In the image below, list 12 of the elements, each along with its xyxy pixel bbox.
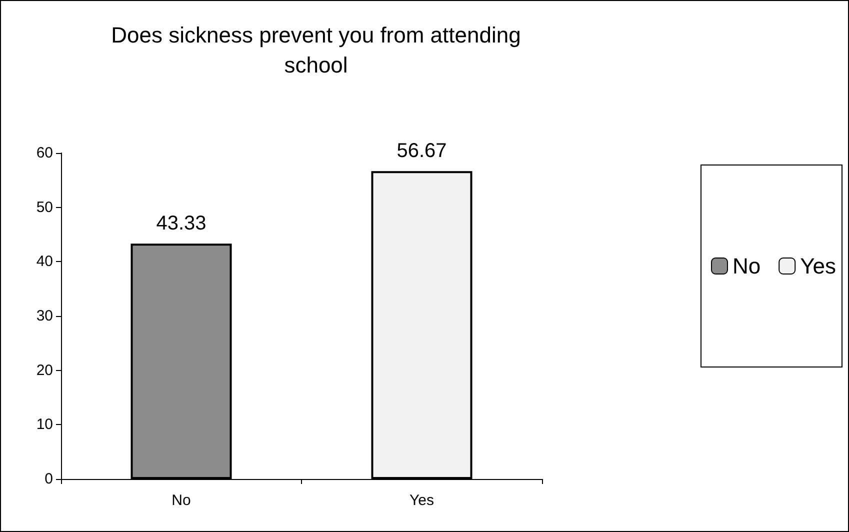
y-tick-label: 60 (36, 144, 53, 162)
y-tick-label: 20 (36, 362, 53, 379)
y-tick-label: 50 (36, 198, 53, 216)
y-tick-label: 10 (36, 416, 53, 434)
y-tick-label: 0 (44, 470, 53, 488)
legend-label: No (732, 254, 761, 278)
y-tick-label: 30 (36, 308, 53, 324)
legend-label: Yes (800, 254, 836, 278)
data-label: 43.33 (156, 212, 206, 235)
y-tick-label: 40 (36, 253, 53, 270)
data-label: 56.67 (396, 140, 447, 162)
chart-title: Does sickness prevent you from attending school (111, 22, 521, 78)
